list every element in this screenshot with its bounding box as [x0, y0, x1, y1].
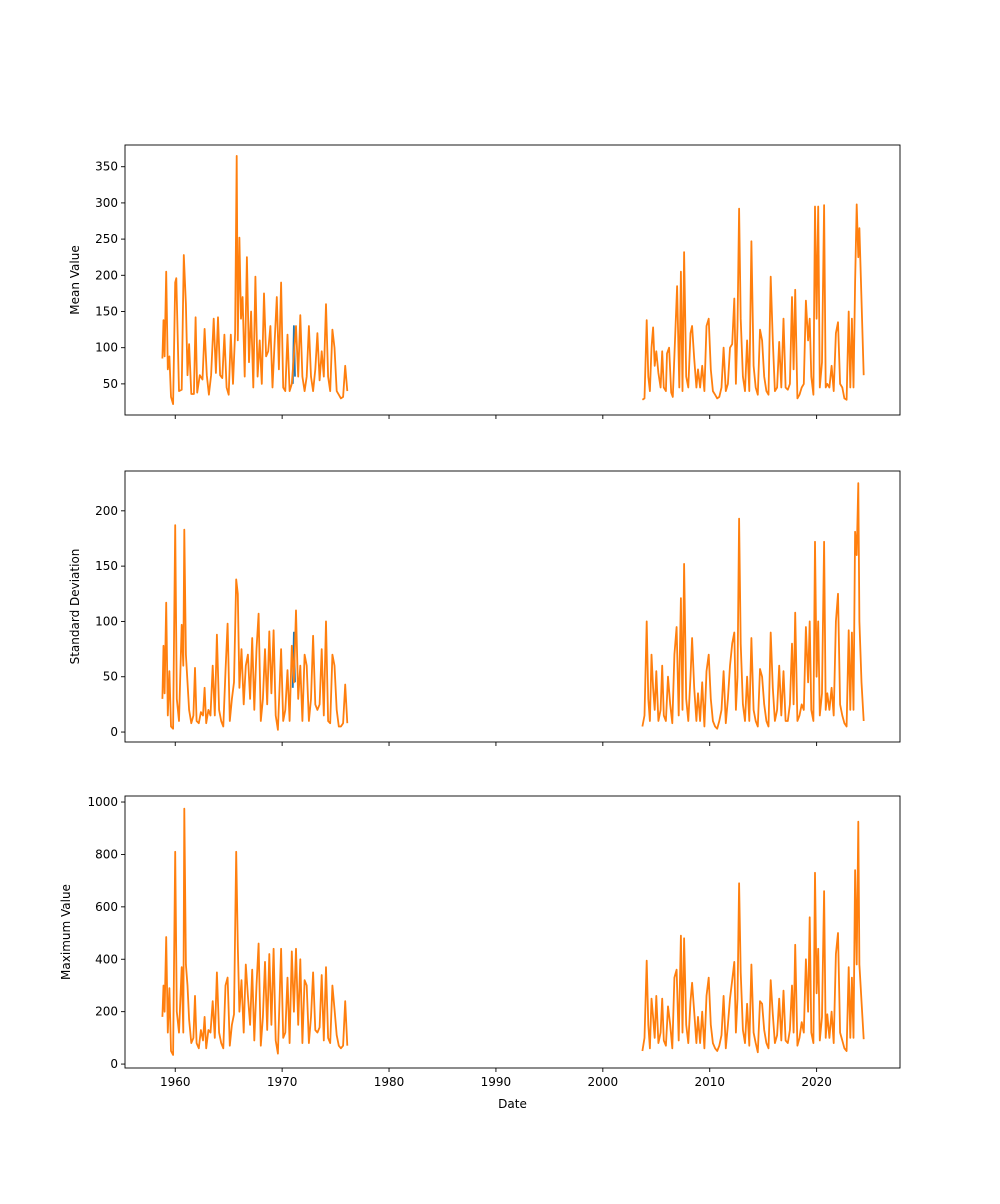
x-axis-label: Date	[498, 1097, 527, 1111]
x-tick-label: 2020	[801, 1075, 832, 1089]
series-orange-line	[161, 155, 349, 405]
x-tick-label: 1970	[267, 1075, 298, 1089]
series-orange-line	[161, 524, 349, 731]
y-tick-label: 800	[95, 847, 118, 861]
series-orange-line	[641, 203, 865, 401]
axes-frame	[124, 470, 901, 743]
x-tick-label: 2010	[694, 1075, 725, 1089]
y-tick-label: 100	[95, 614, 118, 628]
y-tick-label: 200	[95, 268, 118, 282]
subplot-1: 50 100 150 200 250 300 350 Mean Value	[68, 144, 901, 419]
y-tick-label: 600	[95, 900, 118, 914]
series-orange-line	[641, 482, 865, 730]
y-tick-label: 200	[95, 1005, 118, 1019]
y-axis-label: Mean Value	[68, 245, 82, 314]
y-tick-label: 350	[95, 160, 118, 174]
x-tick-label: 1980	[374, 1075, 405, 1089]
y-tick-label: 150	[95, 304, 118, 318]
axes-frame	[124, 795, 901, 1069]
x-tick-label: 1960	[160, 1075, 191, 1089]
y-tick-label: 50	[103, 670, 118, 684]
series-orange-line	[161, 807, 349, 1056]
y-tick-label: 250	[95, 232, 118, 246]
series-orange-line	[641, 820, 865, 1054]
axes-frame	[124, 144, 901, 416]
x-tick-label: 1990	[481, 1075, 512, 1089]
x-tick-label: 2000	[588, 1075, 619, 1089]
y-tick-label: 50	[103, 377, 118, 391]
y-tick-label: 1000	[87, 795, 118, 809]
subplot-2: 0 50 100 150 200 Standard Deviation	[68, 470, 901, 746]
y-tick-label: 300	[95, 196, 118, 210]
y-tick-label: 0	[110, 725, 118, 739]
y-axis-label: Standard Deviation	[68, 549, 82, 665]
y-tick-label: 0	[110, 1057, 118, 1071]
y-axis-label: Maximum Value	[59, 884, 73, 980]
y-tick-label: 150	[95, 559, 118, 573]
y-tick-label: 200	[95, 504, 118, 518]
subplot-3: 1960 1970 1980 1990 2000 2010 2020 0 200 400 600 80…	[59, 795, 901, 1111]
y-tick-label: 400	[95, 952, 118, 966]
y-tick-label: 100	[95, 341, 118, 355]
